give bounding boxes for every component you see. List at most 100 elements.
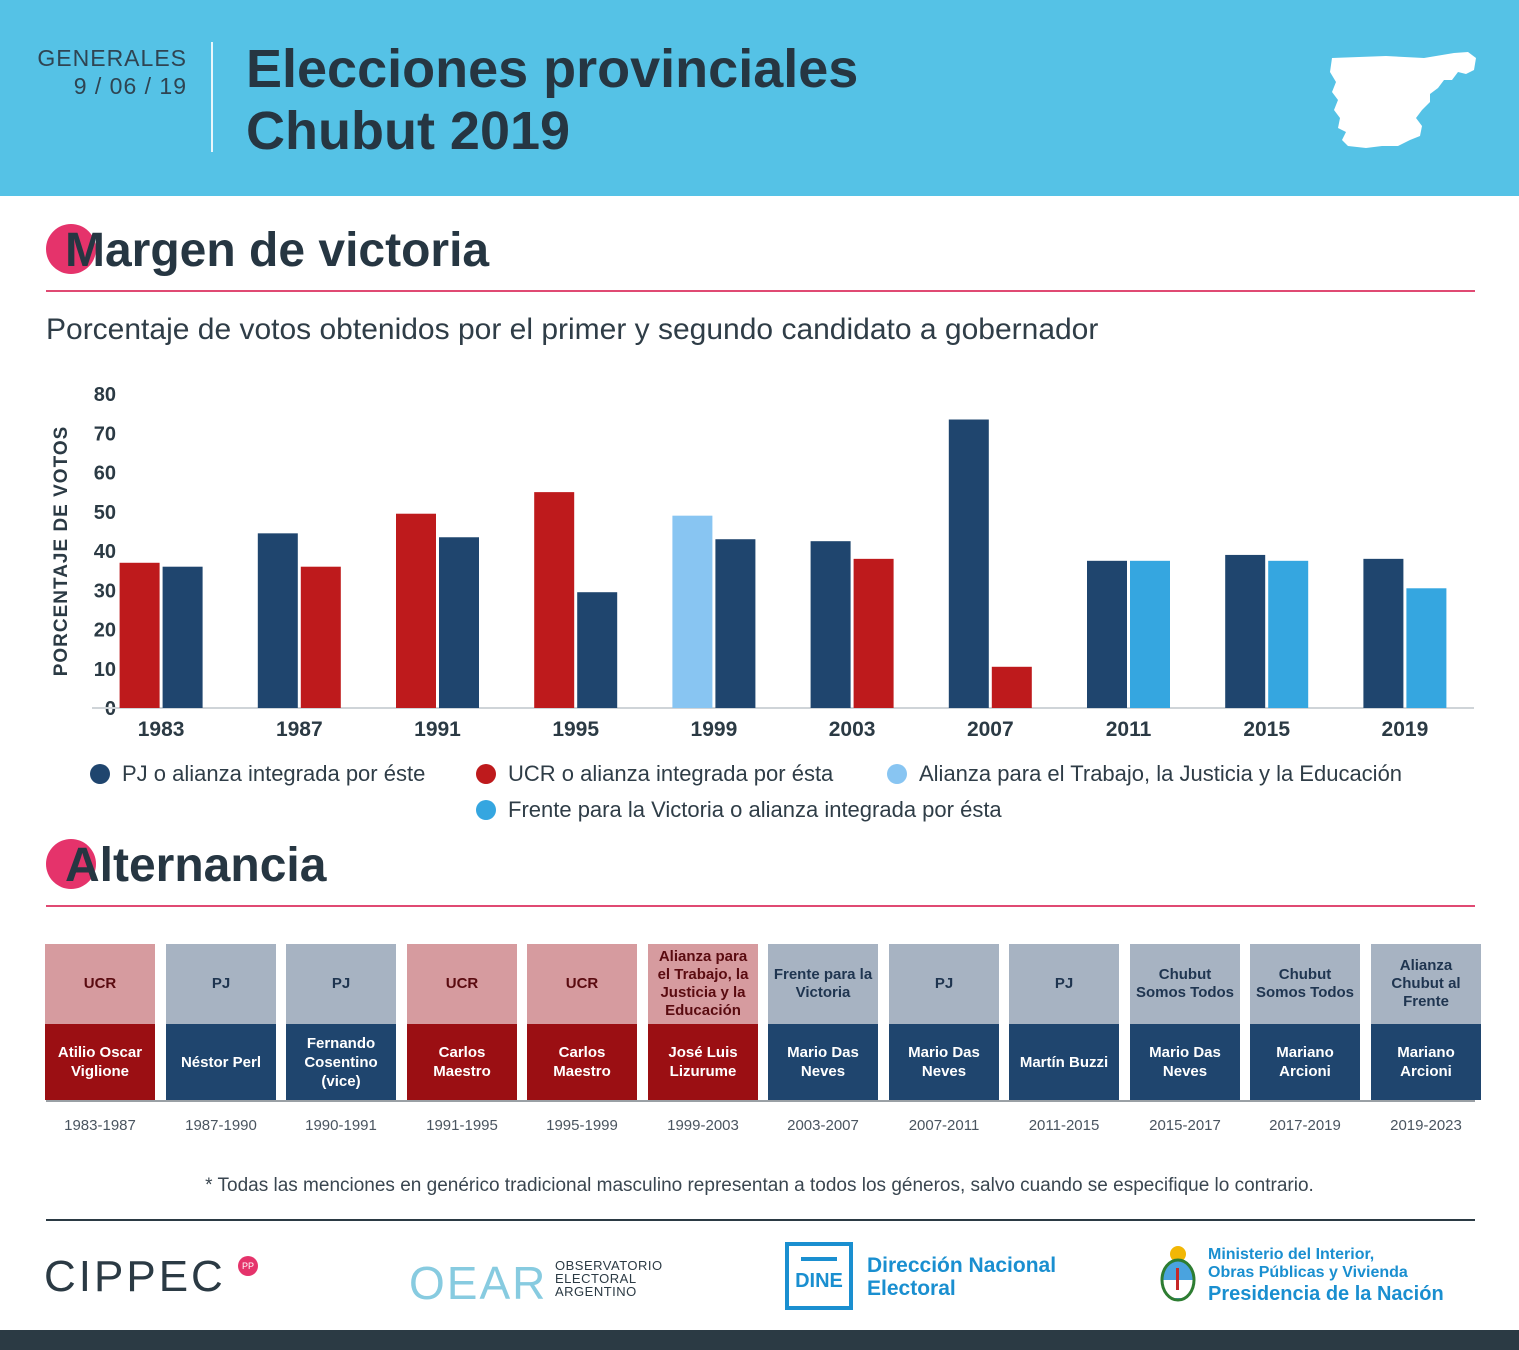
bar-2019-fpv bbox=[1406, 588, 1447, 708]
party-label: PJ bbox=[889, 944, 999, 1024]
term-period: 2003-2007 bbox=[787, 1117, 859, 1134]
ministerio-text-1: Ministerio del Interior, bbox=[1208, 1246, 1375, 1263]
term-period: 1995-1999 bbox=[546, 1117, 618, 1134]
legend-swatch-pj bbox=[90, 764, 110, 784]
x-tick-label: 1999 bbox=[691, 718, 738, 741]
oear-logo-mark: OEAR bbox=[409, 1257, 548, 1309]
header-divider bbox=[211, 42, 213, 152]
bar-1995-ucr bbox=[534, 492, 575, 708]
dine-logo: DINE Dirección Nacional Electoral bbox=[785, 1242, 1056, 1310]
page-title: Elecciones provinciales Chubut 2019 bbox=[246, 38, 858, 162]
x-tick-label: 1983 bbox=[138, 718, 185, 741]
title-line-2: Chubut 2019 bbox=[246, 101, 571, 161]
term-period: 1991-1995 bbox=[426, 1117, 498, 1134]
alternancia-column: UCR Atilio Oscar Viglione bbox=[45, 944, 155, 1100]
footnote: * Todas las menciones en genérico tradic… bbox=[205, 1175, 1314, 1196]
x-tick-label: 2003 bbox=[829, 718, 876, 741]
alternancia-column: UCR Carlos Maestro bbox=[407, 944, 517, 1100]
legend-swatch-ucr bbox=[476, 764, 496, 784]
cippec-logo: CIPPEC PP bbox=[44, 1252, 258, 1302]
footer-rule bbox=[46, 1219, 1475, 1221]
bar-2015-pj bbox=[1225, 554, 1266, 708]
legend-label-fpv: Frente para la Victoria o alianza integr… bbox=[508, 797, 1002, 822]
bar-2019-pj bbox=[1363, 558, 1404, 708]
dine-text-1: Dirección Nacional bbox=[867, 1254, 1057, 1277]
accent-dot bbox=[46, 224, 96, 274]
header-banner: GENERALES 9 / 06 / 19 Elecciones provinc… bbox=[0, 0, 1519, 196]
section-rule bbox=[46, 290, 1475, 292]
bar-2011-pj bbox=[1087, 560, 1127, 708]
bar-chart: PORCENTAJE DE VOTOS010203040506070801983… bbox=[51, 384, 1474, 741]
oear-logo-text: OBSERVATORIO ELECTORAL ARGENTINO bbox=[555, 1259, 663, 1298]
bar-1999-pj bbox=[715, 539, 756, 708]
party-label: UCR bbox=[45, 944, 155, 1024]
section-title-margen: Margen de victoria bbox=[46, 222, 489, 282]
term-period: 2015-2017 bbox=[1149, 1117, 1221, 1134]
bar-2003-ucr bbox=[853, 558, 894, 708]
dine-logo-text: Dirección Nacional Electoral bbox=[867, 1254, 1056, 1300]
alternancia-column: UCR Carlos Maestro bbox=[527, 944, 637, 1100]
cippec-logo-text: CIPPEC bbox=[44, 1252, 226, 1301]
chubut-map-icon bbox=[1330, 52, 1476, 148]
election-date: GENERALES 9 / 06 / 19 bbox=[37, 44, 187, 100]
bar-2015-fpv bbox=[1268, 560, 1309, 708]
legend-item-alianza: Alianza para el Trabajo, la Justicia y l… bbox=[887, 761, 1402, 787]
x-tick-label: 2007 bbox=[967, 718, 1014, 741]
bar-2007-ucr bbox=[991, 666, 1032, 708]
governor-name: Atilio Oscar Viglione bbox=[45, 1024, 155, 1100]
timeline-rule bbox=[46, 1100, 1475, 1102]
term-period: 2017-2019 bbox=[1269, 1117, 1341, 1134]
oear-text-3: ARGENTINO bbox=[555, 1284, 637, 1299]
oear-text-2: ELECTORAL bbox=[555, 1271, 637, 1286]
bar-1987-pj bbox=[257, 533, 298, 708]
party-label: Chubut Somos Todos bbox=[1250, 944, 1360, 1024]
alternancia-column: PJ Fernando Cosentino (vice) bbox=[286, 944, 396, 1100]
alternancia-column: Chubut Somos Todos Mario Das Neves bbox=[1130, 944, 1240, 1100]
legend-swatch-fpv bbox=[476, 800, 496, 820]
term-period: 2011-2015 bbox=[1028, 1117, 1100, 1134]
ministerio-logo-text: Ministerio del Interior, Obras Públicas … bbox=[1208, 1246, 1444, 1306]
party-label: UCR bbox=[527, 944, 637, 1024]
section-title-text: Alternancia bbox=[65, 839, 327, 892]
term-period: 2007-2011 bbox=[908, 1117, 980, 1134]
section-title-alternancia: Alternancia bbox=[46, 837, 326, 897]
oear-text-1: OBSERVATORIO bbox=[555, 1258, 663, 1273]
governor-name: Mariano Arcioni bbox=[1371, 1024, 1481, 1100]
alternancia-column: PJ Mario Das Neves bbox=[889, 944, 999, 1100]
governor-name: Mariano Arcioni bbox=[1250, 1024, 1360, 1100]
governor-name: Néstor Perl bbox=[166, 1024, 276, 1100]
x-tick-label: 1995 bbox=[552, 718, 599, 741]
bottom-bar bbox=[0, 1330, 1519, 1350]
party-label: Alianza Chubut al Frente bbox=[1371, 944, 1481, 1024]
date-value: 9 / 06 / 19 bbox=[73, 73, 187, 99]
ministerio-text-3: Presidencia de la Nación bbox=[1208, 1283, 1444, 1305]
governor-name: Mario Das Neves bbox=[768, 1024, 878, 1100]
y-axis-label: PORCENTAJE DE VOTOS bbox=[51, 426, 72, 677]
date-label: GENERALES bbox=[37, 45, 187, 71]
y-tick-label: 70 bbox=[94, 423, 116, 445]
bar-1987-ucr bbox=[300, 566, 341, 708]
governor-name: Mario Das Neves bbox=[1130, 1024, 1240, 1100]
cippec-badge-icon: PP bbox=[238, 1256, 258, 1276]
y-tick-label: 80 bbox=[94, 384, 116, 406]
bar-1991-pj bbox=[439, 537, 479, 708]
dine-logo-mark: DINE bbox=[795, 1270, 843, 1292]
legend-label-ucr: UCR o alianza integrada por ésta bbox=[508, 761, 834, 786]
governor-name: Mario Das Neves bbox=[889, 1024, 999, 1100]
legend-item-ucr: UCR o alianza integrada por ésta bbox=[476, 761, 833, 787]
x-tick-label: 2015 bbox=[1243, 718, 1290, 741]
bar-1991-ucr bbox=[396, 513, 436, 708]
legend-item-pj: PJ o alianza integrada por éste bbox=[90, 761, 425, 787]
party-label: PJ bbox=[166, 944, 276, 1024]
y-tick-label: 20 bbox=[94, 620, 116, 642]
x-tick-label: 1987 bbox=[276, 718, 323, 741]
x-tick-label: 2019 bbox=[1382, 718, 1429, 741]
ministerio-logo: Ministerio del Interior, Obras Públicas … bbox=[1158, 1244, 1444, 1311]
legend-label-alianza: Alianza para el Trabajo, la Justicia y l… bbox=[919, 761, 1403, 786]
ministerio-text-2: Obras Públicas y Vivienda bbox=[1208, 1264, 1408, 1281]
alternancia-column: Chubut Somos Todos Mariano Arcioni bbox=[1250, 944, 1360, 1100]
bar-2003-pj bbox=[810, 541, 851, 708]
oear-logo: OEAR OBSERVATORIO ELECTORAL ARGENTINO bbox=[409, 1256, 662, 1310]
dine-text-2: Electoral bbox=[867, 1277, 956, 1300]
y-tick-label: 50 bbox=[94, 502, 116, 524]
